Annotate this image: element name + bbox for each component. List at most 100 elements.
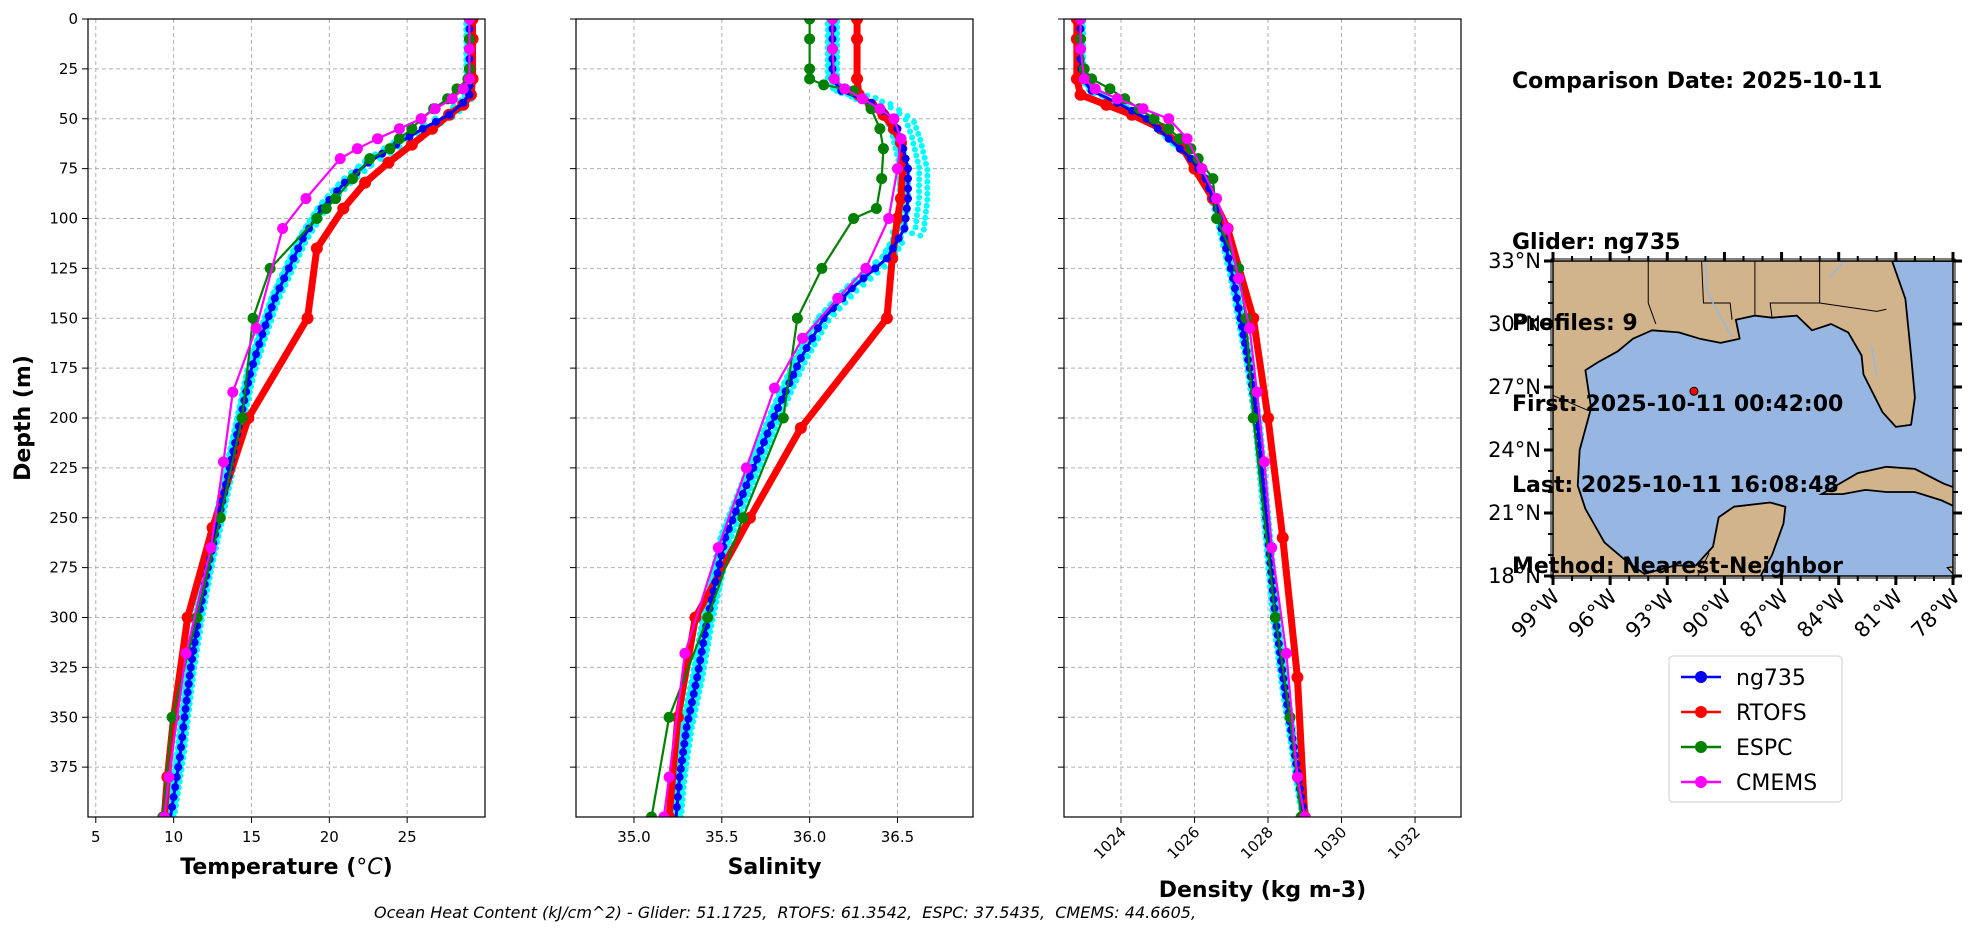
- ng735-raw-point: [916, 176, 923, 183]
- CMEMS-point: [250, 322, 262, 334]
- ng735-point: [1164, 134, 1173, 143]
- ng735-point: [255, 340, 264, 349]
- CMEMS-point: [891, 163, 903, 175]
- ESPC-point: [663, 711, 675, 723]
- CMEMS-point: [1222, 222, 1234, 234]
- CMEMS-point: [1266, 542, 1278, 554]
- ng735-point: [724, 524, 733, 533]
- ng735-raw-point: [916, 194, 923, 201]
- ng735-raw-point: [796, 371, 803, 378]
- ng735-point: [676, 764, 685, 773]
- ng735-raw-point: [804, 353, 811, 360]
- ng735-raw-point: [836, 305, 843, 312]
- ng735-point: [289, 254, 298, 263]
- x-tick-label: 20: [320, 828, 339, 846]
- ng735-line: [674, 19, 910, 817]
- ng735-raw-point: [686, 685, 693, 692]
- x-tick-label: 36.0: [793, 828, 826, 846]
- ng735-point: [465, 90, 474, 99]
- ESPC-point: [1163, 123, 1175, 135]
- y-tick-label: 50: [59, 110, 78, 128]
- ng735-raw-point: [681, 778, 688, 785]
- ESPC-point: [877, 143, 889, 155]
- ng735-point: [882, 254, 891, 263]
- x-tick-label: 1026: [1164, 823, 1204, 863]
- ESPC-point: [1207, 173, 1219, 185]
- ng735-point: [900, 224, 909, 233]
- y-tick-label: 375: [49, 758, 78, 776]
- ESPC-point: [1247, 412, 1259, 424]
- RTOFS-point: [880, 312, 893, 325]
- ng735-point: [1226, 264, 1235, 273]
- comparison-info: Comparison Date: 2025-10-11 Glider: ng73…: [1512, 14, 1882, 607]
- y-axis-label: Depth (m): [11, 355, 36, 481]
- ng735-raw-point: [887, 104, 894, 111]
- axes-frame: [87, 18, 486, 818]
- ng735-raw-point: [707, 628, 714, 635]
- CMEMS-point: [227, 386, 239, 398]
- CMEMS-point: [663, 771, 675, 783]
- ESPC-point: [311, 213, 323, 224]
- legend-box: [1668, 655, 1843, 803]
- ng735-point: [894, 234, 903, 243]
- ng735-point: [674, 783, 683, 792]
- ng735-point: [418, 124, 427, 133]
- ng735-point: [713, 569, 722, 578]
- x-tick-label: 15: [242, 828, 261, 846]
- CMEMS-point: [158, 811, 170, 817]
- axes-frame: [575, 18, 974, 818]
- RTOFS-point: [671, 711, 684, 724]
- ESPC-point: [166, 711, 178, 723]
- ng735-point: [904, 184, 913, 193]
- legend-marker-RTOFS: [1695, 706, 1707, 718]
- ng735-point: [172, 773, 181, 782]
- ng735-raw-point: [924, 172, 931, 179]
- ng735-point: [270, 294, 279, 303]
- ng735-point: [756, 446, 765, 455]
- ng735-point: [901, 154, 910, 163]
- ng735-raw-point: [834, 60, 841, 67]
- CMEMS-point: [828, 73, 840, 85]
- ng735-point: [182, 696, 191, 705]
- ng735-point: [179, 723, 188, 732]
- ESPC-point: [777, 412, 789, 424]
- ng735-point: [675, 773, 684, 782]
- legend-marker-ng735: [1695, 671, 1707, 683]
- CMEMS-point: [888, 113, 900, 125]
- ng735-raw-point: [914, 206, 921, 213]
- CMEMS-point: [769, 382, 780, 394]
- ng735-point: [267, 303, 276, 312]
- CMEMS-point: [658, 811, 670, 817]
- CMEMS-point: [826, 43, 838, 55]
- ng735-point: [808, 334, 817, 343]
- ng735-raw-point: [911, 146, 918, 153]
- ng735-point: [686, 706, 695, 715]
- ng735-point: [284, 264, 293, 273]
- CMEMS-point: [860, 262, 872, 274]
- ng735-point: [859, 274, 868, 283]
- ng735-point: [904, 194, 913, 203]
- x-tick-label: 10: [164, 828, 183, 846]
- ng735-raw-point: [696, 688, 703, 695]
- RTOFS-point: [1100, 98, 1113, 111]
- ng735-point: [183, 688, 192, 697]
- ng735-raw-point: [879, 98, 886, 105]
- y-tick-label: 150: [49, 309, 78, 327]
- ng735-raw-point: [769, 431, 776, 438]
- CMEMS-point: [217, 456, 229, 468]
- river: [1828, 261, 1845, 279]
- ESPC-point: [804, 19, 816, 25]
- ng735-raw-point: [902, 116, 909, 123]
- ng735-point: [745, 472, 754, 481]
- CMEMS-point: [1233, 272, 1245, 284]
- ng735-point: [899, 144, 908, 153]
- RTOFS-point: [405, 138, 418, 151]
- ng735-point: [901, 214, 910, 223]
- lat-tick-label: 18°N: [1488, 564, 1541, 588]
- ng735-point: [264, 312, 273, 321]
- state-border: [1701, 261, 1733, 320]
- ng735-point: [681, 731, 690, 740]
- ng735-point: [673, 793, 682, 802]
- ESPC-point: [406, 123, 418, 135]
- ng735-raw-point: [712, 604, 719, 611]
